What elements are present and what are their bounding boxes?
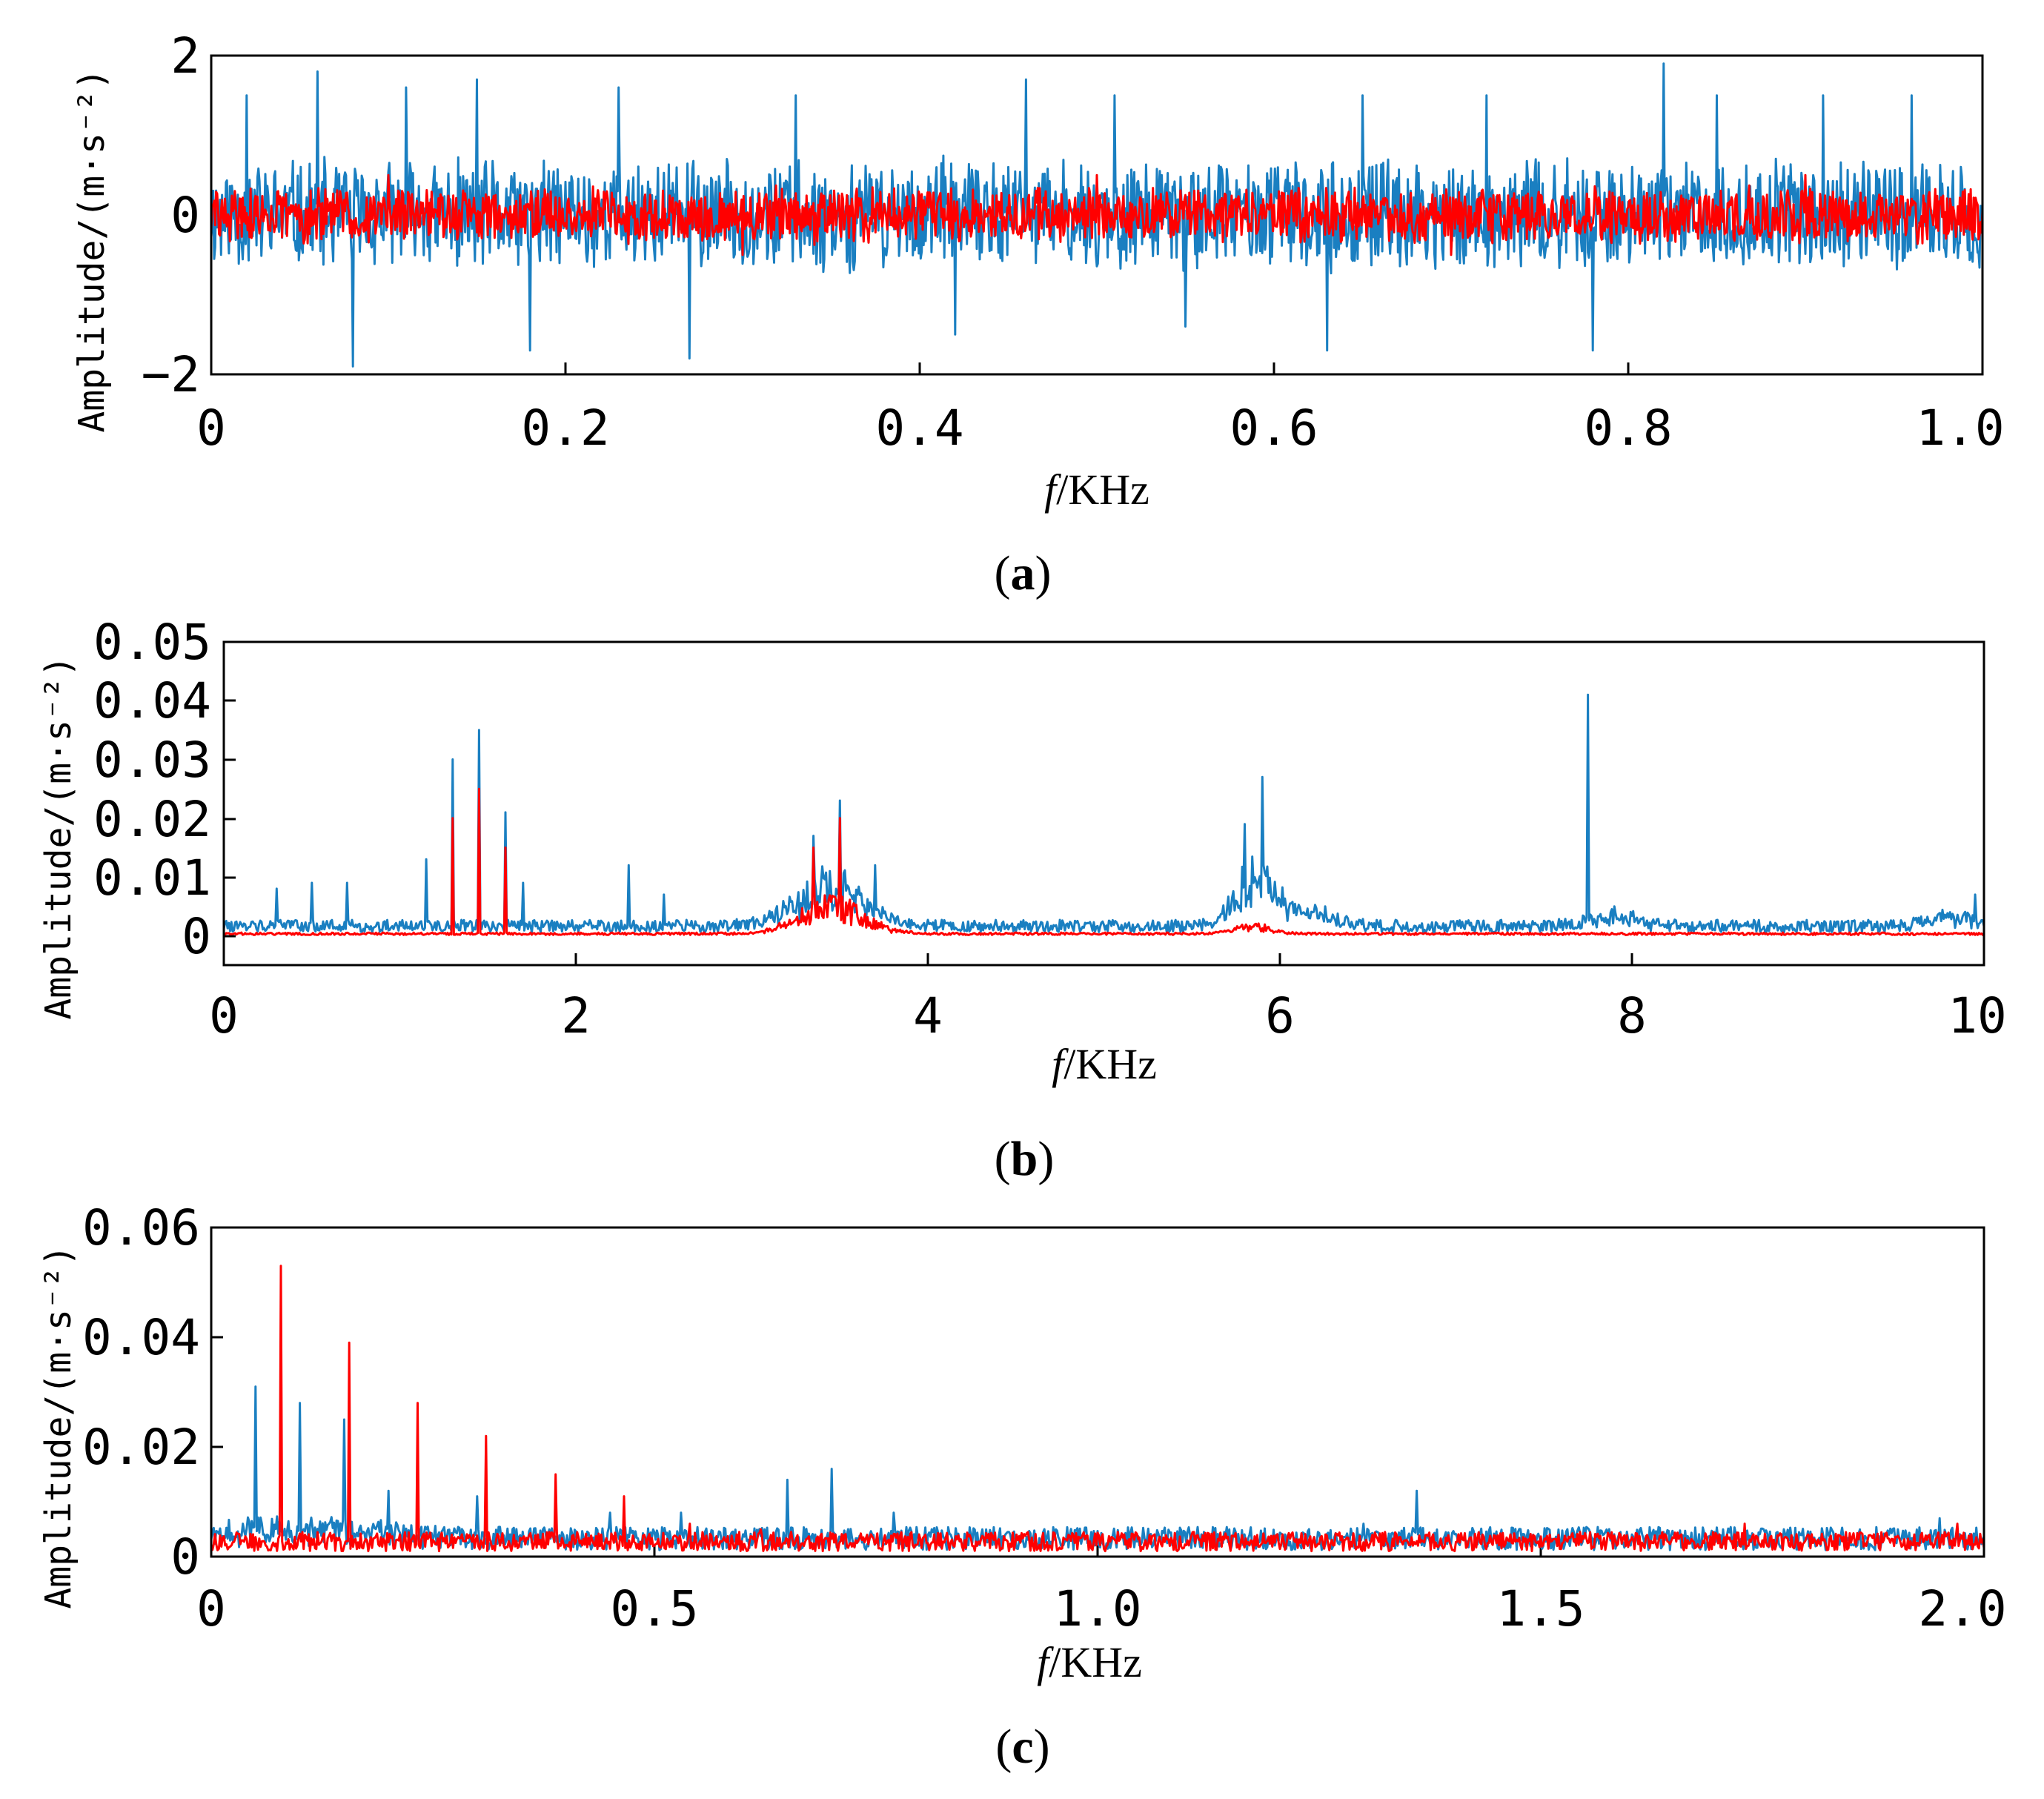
x-tick-label-a-0: 0 [196, 400, 226, 457]
panel-label-a: (a) [995, 546, 1052, 600]
y-tick-label-b-2: 0.02 [93, 791, 211, 848]
panel-label-c-open: ( [995, 1720, 1012, 1774]
x-tick-label-c-1: 0.5 [610, 1580, 698, 1637]
y-ticks-c: 0 0.02 0.04 0.06 [82, 1199, 223, 1586]
x-axis-label-b-unit: /KHz [1064, 1040, 1157, 1088]
y-tick-label-b-4: 0.04 [93, 672, 211, 729]
series-red-a [210, 173, 1984, 256]
chart-panel-a: Amplitude/(m·s⁻²) −2 0 2 0 0.2 0.4 0.6 0… [71, 27, 2005, 600]
x-tick-label-c-3: 1.5 [1496, 1580, 1585, 1637]
x-ticks-c: 0 0.5 1.0 1.5 2.0 [196, 1545, 2007, 1637]
x-axis-label-a: f/KHz [1044, 466, 1149, 514]
x-tick-label-c-2: 1.0 [1053, 1580, 1141, 1637]
x-axis-label-c: f/KHz [1037, 1638, 1142, 1686]
x-axis-label-b: f/KHz [1052, 1040, 1157, 1088]
panel-label-a-letter: a [1011, 546, 1035, 600]
plot-frame-b [222, 640, 1985, 967]
x-ticks-b: 0 2 4 6 8 10 [209, 953, 2007, 1044]
x-tick-label-b-4: 8 [1617, 987, 1647, 1044]
x-tick-label-b-1: 2 [561, 987, 591, 1044]
panel-label-b: (b) [995, 1132, 1055, 1186]
x-tick-label-c-4: 2.0 [1918, 1580, 2006, 1637]
y-axis-label-c: Amplitude/(m·s⁻²) [38, 1245, 79, 1609]
y-tick-label-c-0: 0 [170, 1528, 200, 1586]
series-blue-c [210, 1385, 1985, 1551]
plot-frame-a [210, 54, 1984, 376]
y-tick-label-c-2: 0.04 [82, 1309, 200, 1366]
panel-label-c-close: ) [1034, 1720, 1050, 1774]
series-blue-b [222, 693, 1985, 934]
x-tick-label-c-0: 0 [196, 1580, 226, 1637]
x-tick-label-b-2: 4 [913, 987, 943, 1044]
x-tick-label-a-5: 1.0 [1916, 400, 2004, 457]
y-ticks-a: −2 0 2 [142, 27, 223, 403]
y-tick-label-c-1: 0.02 [82, 1419, 200, 1476]
x-tick-label-a-1: 0.2 [521, 400, 609, 457]
x-axis-label-c-unit: /KHz [1049, 1638, 1142, 1686]
y-ticks-b: 0 0.01 0.02 0.03 0.04 0.05 [93, 614, 236, 965]
y-tick-label-b-5: 0.05 [93, 614, 211, 671]
y-tick-label-b-3: 0.03 [93, 732, 211, 789]
x-tick-label-b-3: 6 [1265, 987, 1295, 1044]
x-tick-label-a-3: 0.6 [1230, 400, 1318, 457]
panel-label-c-letter: c [1012, 1720, 1033, 1774]
y-tick-label-c-3: 0.06 [82, 1199, 200, 1256]
y-axis-label-a: Amplitude/(m·s⁻²) [71, 68, 113, 432]
x-tick-label-a-4: 0.8 [1584, 400, 1672, 457]
panel-label-c: (c) [995, 1720, 1049, 1774]
x-ticks-a: 0 0.2 0.4 0.6 0.8 1.0 [196, 362, 2005, 457]
series-red-b [223, 787, 1985, 936]
series-red-c [210, 1265, 1985, 1553]
x-axis-label-a-unit: /KHz [1056, 466, 1149, 514]
plot-frame-c [210, 1226, 1985, 1558]
x-tick-label-b-0: 0 [209, 987, 239, 1044]
y-tick-label-b-0: 0 [182, 908, 211, 965]
panel-label-a-close: ) [1035, 546, 1052, 600]
x-tick-label-b-5: 10 [1948, 987, 2006, 1044]
chart-panel-b: Amplitude/(m·s⁻²) 0 0.01 0.02 0.03 0.04 … [38, 614, 2007, 1186]
y-axis-label-b: Amplitude/(m·s⁻²) [38, 655, 79, 1019]
panel-label-b-open: ( [995, 1132, 1011, 1186]
y-tick-label-b-1: 0.01 [93, 849, 211, 907]
x-tick-label-a-2: 0.4 [875, 400, 963, 457]
y-tick-label-a-2: 2 [170, 27, 200, 85]
panel-label-a-open: ( [995, 546, 1011, 600]
chart-panel-c: Amplitude/(m·s⁻²) 0 0.02 0.04 0.06 0 0.5… [38, 1199, 2007, 1774]
y-tick-label-a-0: −2 [142, 346, 200, 403]
panel-label-b-letter: b [1011, 1132, 1038, 1186]
panel-label-b-close: ) [1038, 1132, 1054, 1186]
y-tick-label-a-1: 0 [170, 187, 200, 244]
